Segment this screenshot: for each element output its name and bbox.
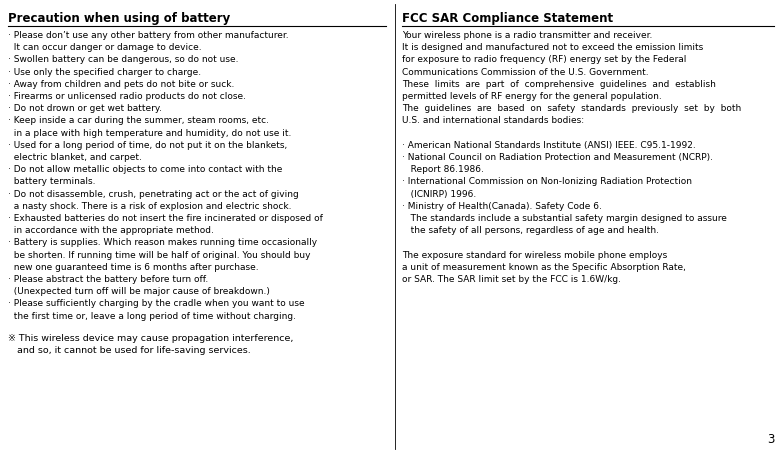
Text: · Used for a long period of time, do not put it on the blankets,: · Used for a long period of time, do not… xyxy=(8,141,287,150)
Text: · Keep inside a car during the summer, steam rooms, etc.: · Keep inside a car during the summer, s… xyxy=(8,116,269,125)
Text: · National Council on Radiation Protection and Measurement (NCRP).: · National Council on Radiation Protecti… xyxy=(402,153,713,162)
Text: and so, it cannot be used for life-saving services.: and so, it cannot be used for life-savin… xyxy=(8,346,251,355)
Text: electric blanket, and carpet.: electric blanket, and carpet. xyxy=(8,153,142,162)
Text: · Do not drown or get wet battery.: · Do not drown or get wet battery. xyxy=(8,104,162,113)
Text: · Do not disassemble, crush, penetrating act or the act of giving: · Do not disassemble, crush, penetrating… xyxy=(8,190,299,198)
Text: Your wireless phone is a radio transmitter and receiver.: Your wireless phone is a radio transmitt… xyxy=(402,31,652,40)
Text: · American National Standards Institute (ANSI) IEEE. C95.1-1992.: · American National Standards Institute … xyxy=(402,141,696,150)
Text: · Exhausted batteries do not insert the fire incinerated or disposed of: · Exhausted batteries do not insert the … xyxy=(8,214,323,223)
Text: a nasty shock. There is a risk of explosion and electric shock.: a nasty shock. There is a risk of explos… xyxy=(8,202,292,211)
Text: 3: 3 xyxy=(768,433,775,446)
Text: new one guaranteed time is 6 months after purchase.: new one guaranteed time is 6 months afte… xyxy=(8,263,259,272)
Text: the first time or, leave a long period of time without charging.: the first time or, leave a long period o… xyxy=(8,311,296,321)
Text: Report 86.1986.: Report 86.1986. xyxy=(402,165,484,174)
Text: U.S. and international standards bodies:: U.S. and international standards bodies: xyxy=(402,116,584,125)
Text: a unit of measurement known as the Specific Absorption Rate,: a unit of measurement known as the Speci… xyxy=(402,263,686,272)
Text: · Please sufficiently charging by the cradle when you want to use: · Please sufficiently charging by the cr… xyxy=(8,299,305,308)
Text: · Do not allow metallic objects to come into contact with the: · Do not allow metallic objects to come … xyxy=(8,165,282,174)
Text: in accordance with the appropriate method.: in accordance with the appropriate metho… xyxy=(8,226,213,235)
Text: permitted levels of RF energy for the general population.: permitted levels of RF energy for the ge… xyxy=(402,92,662,101)
Text: battery terminals.: battery terminals. xyxy=(8,178,95,187)
Text: The standards include a substantial safety margin designed to assure: The standards include a substantial safe… xyxy=(402,214,727,223)
Text: · Swollen battery can be dangerous, so do not use.: · Swollen battery can be dangerous, so d… xyxy=(8,55,239,64)
Text: FCC SAR Compliance Statement: FCC SAR Compliance Statement xyxy=(402,12,613,25)
Text: It is designed and manufactured not to exceed the emission limits: It is designed and manufactured not to e… xyxy=(402,43,703,52)
Text: for exposure to radio frequency (RF) energy set by the Federal: for exposure to radio frequency (RF) ene… xyxy=(402,55,687,64)
Text: · Away from children and pets do not bite or suck.: · Away from children and pets do not bit… xyxy=(8,80,235,89)
Text: (Unexpected turn off will be major cause of breakdown.): (Unexpected turn off will be major cause… xyxy=(8,287,270,296)
Text: Precaution when using of battery: Precaution when using of battery xyxy=(8,12,230,25)
Text: These  limits  are  part  of  comprehensive  guidelines  and  establish: These limits are part of comprehensive g… xyxy=(402,80,716,89)
Text: or SAR. The SAR limit set by the FCC is 1.6W/kg.: or SAR. The SAR limit set by the FCC is … xyxy=(402,275,621,284)
Text: The exposure standard for wireless mobile phone employs: The exposure standard for wireless mobil… xyxy=(402,251,667,260)
Text: in a place with high temperature and humidity, do not use it.: in a place with high temperature and hum… xyxy=(8,128,292,138)
Text: ※ This wireless device may cause propagation interference,: ※ This wireless device may cause propaga… xyxy=(8,334,293,343)
Text: · Ministry of Health(Canada). Safety Code 6.: · Ministry of Health(Canada). Safety Cod… xyxy=(402,202,602,211)
Text: · Use only the specified charger to charge.: · Use only the specified charger to char… xyxy=(8,68,201,77)
Text: Communications Commission of the U.S. Government.: Communications Commission of the U.S. Go… xyxy=(402,68,648,77)
Text: · Battery is supplies. Which reason makes running time occasionally: · Battery is supplies. Which reason make… xyxy=(8,238,317,247)
Text: The  guidelines  are  based  on  safety  standards  previously  set  by  both: The guidelines are based on safety stand… xyxy=(402,104,741,113)
Text: the safety of all persons, regardless of age and health.: the safety of all persons, regardless of… xyxy=(402,226,659,235)
Text: be shorten. If running time will be half of original. You should buy: be shorten. If running time will be half… xyxy=(8,251,310,260)
Text: · Firearms or unlicensed radio products do not close.: · Firearms or unlicensed radio products … xyxy=(8,92,246,101)
Text: · Please don’t use any other battery from other manufacturer.: · Please don’t use any other battery fro… xyxy=(8,31,289,40)
Text: · Please abstract the battery before turn off.: · Please abstract the battery before tur… xyxy=(8,275,208,284)
Text: · International Commission on Non-Ionizing Radiation Protection: · International Commission on Non-Ionizi… xyxy=(402,178,692,187)
Text: It can occur danger or damage to device.: It can occur danger or damage to device. xyxy=(8,43,202,52)
Text: (ICNIRP) 1996.: (ICNIRP) 1996. xyxy=(402,190,476,198)
